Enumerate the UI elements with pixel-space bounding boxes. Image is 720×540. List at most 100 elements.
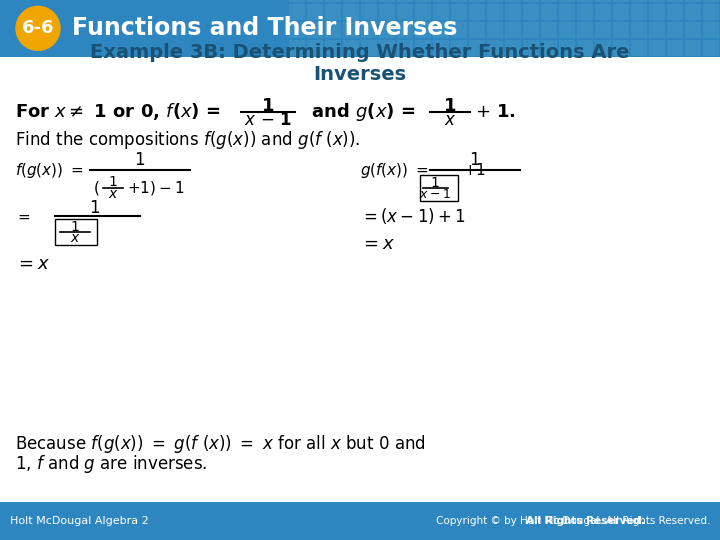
FancyBboxPatch shape <box>649 40 665 56</box>
Text: $= (x - 1) + 1$: $= (x - 1) + 1$ <box>360 206 466 226</box>
Text: $1$: $1$ <box>469 151 480 169</box>
Text: $x$ $-$ $\mathbf{1}$: $x$ $-$ $\mathbf{1}$ <box>244 111 292 129</box>
FancyBboxPatch shape <box>595 22 611 38</box>
FancyBboxPatch shape <box>613 4 629 19</box>
FancyBboxPatch shape <box>577 4 593 19</box>
FancyBboxPatch shape <box>343 40 359 56</box>
FancyBboxPatch shape <box>613 22 629 38</box>
FancyBboxPatch shape <box>379 22 395 38</box>
FancyBboxPatch shape <box>685 4 701 19</box>
FancyBboxPatch shape <box>307 40 323 56</box>
FancyBboxPatch shape <box>469 4 485 19</box>
Text: 6-6: 6-6 <box>22 19 54 37</box>
FancyBboxPatch shape <box>559 0 575 2</box>
FancyBboxPatch shape <box>379 4 395 19</box>
Text: $+ 1) - 1$: $+ 1) - 1$ <box>127 179 184 197</box>
Circle shape <box>16 6 60 50</box>
Text: All Rights Reserved.: All Rights Reserved. <box>526 516 645 526</box>
FancyBboxPatch shape <box>577 0 593 2</box>
FancyBboxPatch shape <box>505 40 521 56</box>
Text: Copyright © by Holt Mc Dougal. All Rights Reserved.: Copyright © by Holt Mc Dougal. All Right… <box>436 516 710 526</box>
FancyBboxPatch shape <box>631 4 647 19</box>
FancyBboxPatch shape <box>289 22 305 38</box>
FancyBboxPatch shape <box>433 4 449 19</box>
FancyBboxPatch shape <box>703 40 719 56</box>
FancyBboxPatch shape <box>577 40 593 56</box>
FancyBboxPatch shape <box>505 0 521 2</box>
FancyBboxPatch shape <box>667 22 683 38</box>
FancyBboxPatch shape <box>325 40 341 56</box>
FancyBboxPatch shape <box>397 40 413 56</box>
Text: $x$: $x$ <box>444 111 456 129</box>
FancyBboxPatch shape <box>703 4 719 19</box>
FancyBboxPatch shape <box>433 40 449 56</box>
FancyBboxPatch shape <box>685 0 701 2</box>
FancyBboxPatch shape <box>433 22 449 38</box>
Text: $\mathbf{1}$: $\mathbf{1}$ <box>444 97 456 115</box>
FancyBboxPatch shape <box>595 40 611 56</box>
Text: $1$: $1$ <box>135 151 145 169</box>
Text: $x - 1$: $x - 1$ <box>419 187 451 200</box>
Text: Because $f$($g$($x$)) $=$ $g$($f$ ($x$)) $=$ $x$ for all $x$ but 0 and: Because $f$($g$($x$)) $=$ $g$($f$ ($x$))… <box>15 433 426 455</box>
FancyBboxPatch shape <box>469 40 485 56</box>
Text: $=$: $=$ <box>15 208 31 224</box>
FancyBboxPatch shape <box>415 0 431 2</box>
FancyBboxPatch shape <box>541 22 557 38</box>
FancyBboxPatch shape <box>541 4 557 19</box>
FancyBboxPatch shape <box>649 0 665 2</box>
FancyBboxPatch shape <box>523 0 539 2</box>
Text: Inverses: Inverses <box>313 64 407 84</box>
FancyBboxPatch shape <box>595 4 611 19</box>
FancyBboxPatch shape <box>0 57 720 502</box>
FancyBboxPatch shape <box>541 40 557 56</box>
FancyBboxPatch shape <box>361 40 377 56</box>
FancyBboxPatch shape <box>325 22 341 38</box>
FancyBboxPatch shape <box>631 22 647 38</box>
FancyBboxPatch shape <box>487 40 503 56</box>
Text: $1$: $1$ <box>89 199 101 217</box>
FancyBboxPatch shape <box>289 0 305 2</box>
Text: $= x$: $= x$ <box>360 235 395 253</box>
Text: $1$: $1$ <box>108 175 118 189</box>
FancyBboxPatch shape <box>595 0 611 2</box>
FancyBboxPatch shape <box>685 40 701 56</box>
FancyBboxPatch shape <box>0 502 720 540</box>
FancyBboxPatch shape <box>451 40 467 56</box>
FancyBboxPatch shape <box>469 0 485 2</box>
Text: $f$($g$($x$)) $=$: $f$($g$($x$)) $=$ <box>15 160 84 179</box>
FancyBboxPatch shape <box>559 40 575 56</box>
FancyBboxPatch shape <box>487 22 503 38</box>
Text: $\mathbf{1}$: $\mathbf{1}$ <box>261 97 274 115</box>
Text: For $x \neq$ 1 or 0, $f$($x$) =: For $x \neq$ 1 or 0, $f$($x$) = <box>15 102 222 123</box>
FancyBboxPatch shape <box>415 22 431 38</box>
Text: $1$: $1$ <box>430 176 440 190</box>
Text: Example 3B: Determining Whether Functions Are: Example 3B: Determining Whether Function… <box>90 43 630 62</box>
FancyBboxPatch shape <box>505 22 521 38</box>
Text: $1$: $1$ <box>70 220 80 234</box>
FancyBboxPatch shape <box>397 0 413 2</box>
FancyBboxPatch shape <box>487 0 503 2</box>
FancyBboxPatch shape <box>667 40 683 56</box>
FancyBboxPatch shape <box>631 40 647 56</box>
Text: Functions and Their Inverses: Functions and Their Inverses <box>72 16 457 40</box>
FancyBboxPatch shape <box>523 4 539 19</box>
FancyBboxPatch shape <box>667 0 683 2</box>
Text: $= x$: $= x$ <box>15 255 50 273</box>
FancyBboxPatch shape <box>703 0 719 2</box>
FancyBboxPatch shape <box>613 0 629 2</box>
FancyBboxPatch shape <box>379 40 395 56</box>
FancyBboxPatch shape <box>289 40 305 56</box>
Text: $($: $($ <box>93 179 99 197</box>
FancyBboxPatch shape <box>325 0 341 2</box>
FancyBboxPatch shape <box>379 0 395 2</box>
FancyBboxPatch shape <box>559 22 575 38</box>
FancyBboxPatch shape <box>397 22 413 38</box>
FancyBboxPatch shape <box>343 0 359 2</box>
FancyBboxPatch shape <box>613 40 629 56</box>
FancyBboxPatch shape <box>361 4 377 19</box>
FancyBboxPatch shape <box>631 0 647 2</box>
FancyBboxPatch shape <box>577 22 593 38</box>
FancyBboxPatch shape <box>289 4 305 19</box>
FancyBboxPatch shape <box>343 22 359 38</box>
FancyBboxPatch shape <box>649 4 665 19</box>
